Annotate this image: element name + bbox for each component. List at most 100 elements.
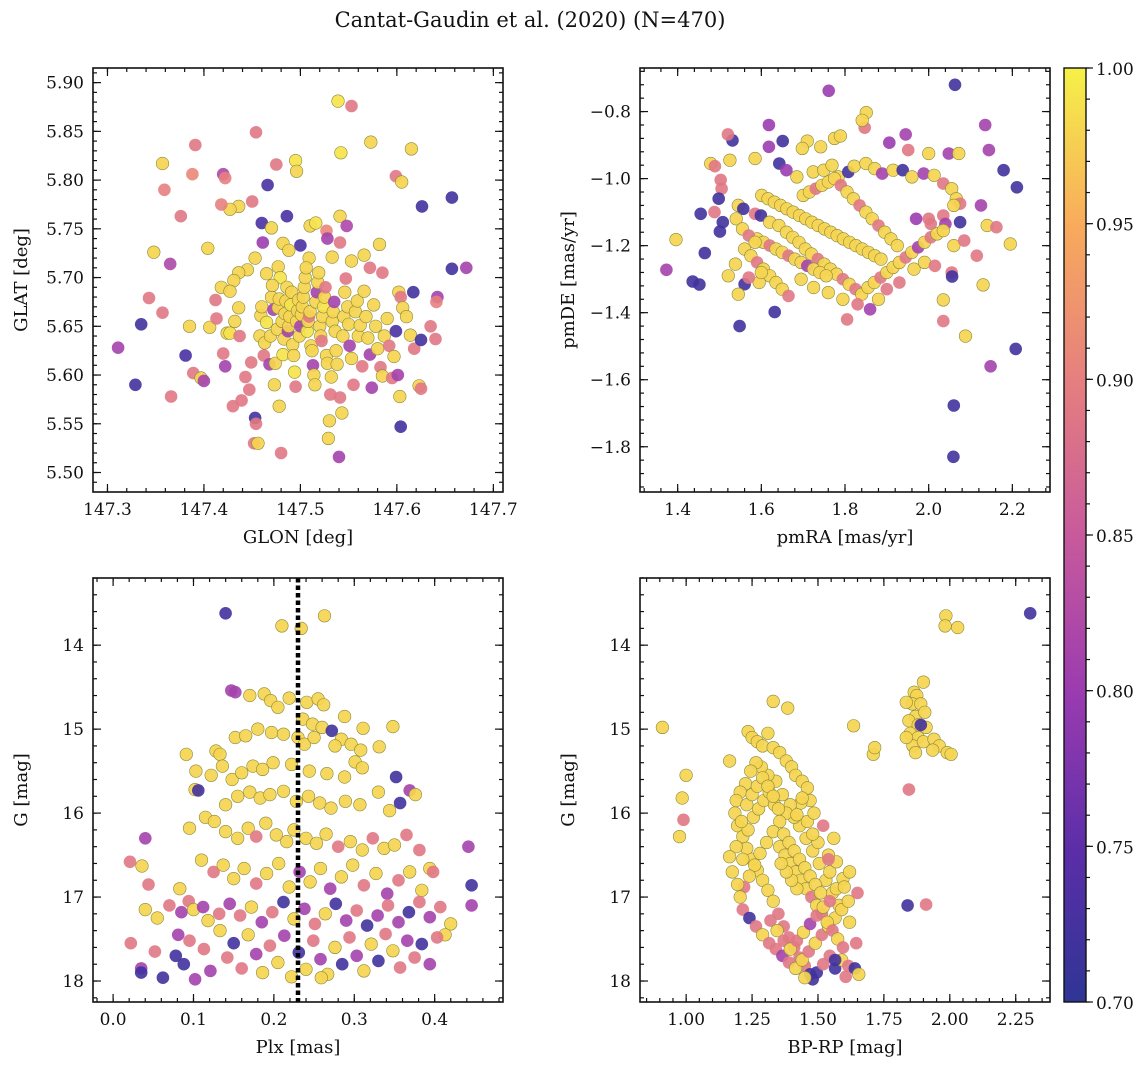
scatter-point [356,721,370,735]
scatter-point [259,816,273,830]
x-tick-label: 1.75 [865,1010,903,1030]
scatter-point [155,156,170,171]
scatter-point [372,740,386,754]
y-tick-label: 5.70 [46,269,84,289]
scatter-point [372,237,387,251]
scatter-point [339,272,353,285]
scatter-point [338,285,352,299]
scatter-point [215,198,228,211]
scatter-point [842,865,857,879]
scatter-point [723,153,737,167]
scatter-point [212,907,226,921]
scatter-point [395,175,409,189]
scatter-point [249,877,263,890]
scatter-point [129,378,142,392]
axes-frame [92,67,504,493]
scatter-point [794,272,808,286]
colorbar-tick-label: 0.90 [1096,371,1134,391]
scatter-point [123,855,137,869]
scatter-point [918,705,932,719]
scatter-point [982,143,996,157]
scatter-point [189,138,202,152]
scatter-point [814,140,828,154]
scatter-point [393,796,407,810]
scatter-point [333,236,347,249]
scatter-point [361,331,375,345]
scatter-point [251,722,265,736]
scatter-point [926,743,940,757]
scatter-point [350,294,364,308]
scatter-point [677,813,690,827]
y-tick-label: 16 [609,804,631,824]
scatter-point [947,450,960,464]
scatter-point [922,146,936,161]
scatter-point [231,831,245,845]
scatter-point [232,301,246,315]
scatter-point [369,319,383,333]
scatter-point [766,694,780,709]
scatter-point [371,342,385,356]
scatter-point [376,266,389,280]
scatter-point [399,310,414,324]
scatter-point [807,806,821,820]
panel-pmra-pmde: 1.4 1.6 1.8 2.0 2.2 −0.8 −1.0 −1.2 −1.4 −1.6 −1.8 p… [558,67,1051,548]
scatter-point [737,202,750,216]
scatter-point [278,929,291,942]
y-tick-label: −1.8 [590,438,631,458]
scatter-point [415,883,429,897]
scatter-point [338,709,352,724]
scatter-point [908,745,923,760]
scatter-point [270,158,283,171]
panel-bprp-g: 1.00 1.25 1.50 1.75 2.00 2.25 14 15 16 17 18 BP-RP … [558,577,1051,1058]
scatter-point [715,182,728,195]
scatter-point [762,140,776,154]
scatter-point [225,772,239,787]
scatter-point [215,759,229,773]
colorbar-tick-label: 1.00 [1096,60,1134,80]
scatter-point [354,743,368,757]
x-tick-label: 1.6 [748,500,775,520]
scatter-point [239,729,253,743]
scatter-point [269,828,283,842]
scatter-point [984,360,997,373]
scatter-point [976,278,990,292]
scatter-point [186,167,199,181]
scatter-point [325,250,339,264]
scatter-point [264,725,279,740]
scatter-point [334,146,348,160]
scatter-point [142,878,155,891]
scatter-point [825,158,839,172]
scatter-point [754,209,768,222]
scatter-point [330,357,344,371]
scatter-point [430,295,443,309]
y-tick-label: −0.8 [590,103,631,123]
scatter-point [148,945,162,958]
x-tick-label: 0.3 [341,1010,368,1030]
scatter-point [369,866,383,881]
scatter-point [404,142,419,156]
x-tick-label: 1.25 [733,1010,771,1030]
colorbar-tick-label: 0.70 [1096,994,1134,1014]
scatter-point [839,970,852,984]
colorbar-tick-label: 0.95 [1096,216,1134,236]
scatter-point [309,216,323,230]
y-tick-label: 18 [609,972,631,992]
scatter-point [675,791,689,805]
y-tick-label: 5.55 [46,415,84,435]
scatter-point [902,783,916,796]
x-tick-label: 2.0 [915,500,942,520]
scatter-point [314,971,328,985]
scatter-point [329,344,343,358]
scatter-point [795,141,809,155]
scatter-point [698,246,712,260]
scatter-point [169,949,183,963]
scatter-point [322,414,337,428]
scatter-point [761,883,775,897]
scatter-point [219,798,233,812]
scatter-point [847,159,861,173]
x-tick-label: 2.25 [997,1010,1035,1030]
scatter-point [782,289,795,303]
scatter-point [249,830,263,843]
scatter-point [239,370,252,384]
scatter-point [134,318,148,331]
